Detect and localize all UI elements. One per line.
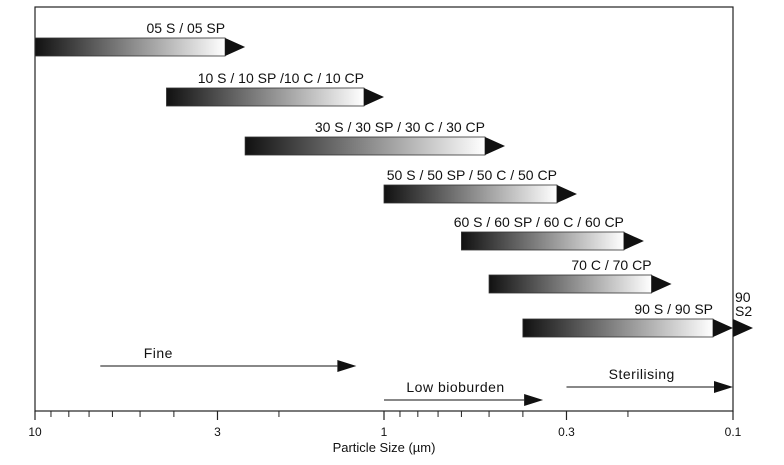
bar-arrowhead	[485, 137, 506, 155]
bar-label: 30 S / 30 SP / 30 C / 30 CP	[315, 119, 485, 135]
bar	[166, 87, 365, 107]
bar-arrowhead	[364, 88, 384, 106]
range-arrowhead	[524, 394, 544, 406]
range-arrowhead	[337, 360, 357, 372]
bar-label: S2	[735, 303, 752, 319]
bar-arrowhead	[733, 319, 753, 337]
bar-arrowhead	[225, 38, 246, 56]
bar	[461, 231, 625, 251]
range-label: Low bioburden	[406, 379, 504, 395]
bar-arrowhead	[623, 232, 644, 250]
x-tick-label: 0.1	[725, 425, 742, 439]
bar-label: 60 S / 60 SP / 60 C / 60 CP	[454, 214, 624, 230]
bar	[244, 136, 486, 156]
range-label: Sterilising	[609, 366, 675, 382]
bar	[488, 274, 652, 294]
bar-label: 50 S / 50 SP / 50 C / 50 CP	[387, 167, 557, 183]
range-arrowhead	[714, 381, 733, 393]
bar-label: 90 S / 90 SP	[634, 301, 713, 317]
bar	[383, 184, 558, 204]
bar	[522, 318, 714, 338]
x-tick-label: 3	[214, 425, 221, 439]
x-axis-title: Particle Size (µm)	[333, 440, 436, 455]
bar-arrowhead	[713, 319, 733, 337]
bar-label: 10 S / 10 SP /10 C / 10 CP	[198, 70, 364, 86]
bar-label: 90	[735, 289, 751, 305]
bar-label: 05 S / 05 SP	[147, 20, 226, 36]
plot-frame	[34, 6, 734, 412]
x-tick-label: 1	[381, 425, 388, 439]
x-tick-label: 10	[28, 425, 42, 439]
bar	[34, 37, 226, 57]
bar-arrowhead	[651, 275, 672, 293]
bar-arrowhead	[556, 185, 577, 203]
range-label: Fine	[144, 345, 173, 361]
bar-label: 70 C / 70 CP	[571, 257, 651, 273]
x-tick-label: 0.3	[558, 425, 575, 439]
